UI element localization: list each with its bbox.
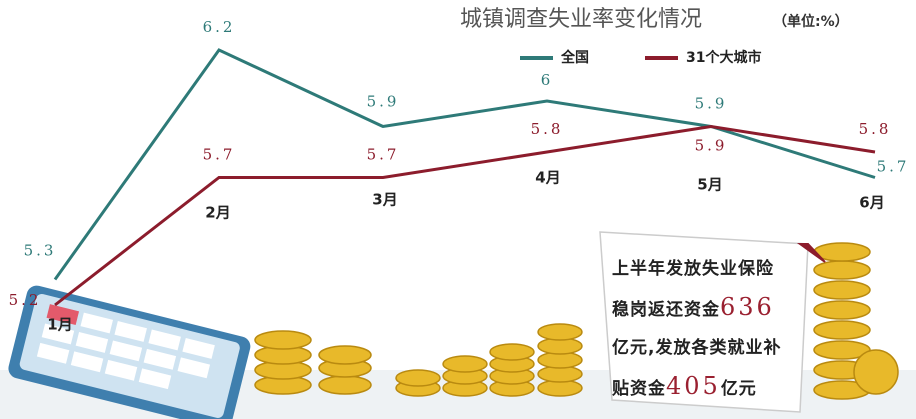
- legend-label: 31个大城市: [686, 49, 761, 66]
- data-label: 5.9: [695, 137, 728, 155]
- data-label: 5.7: [877, 158, 910, 176]
- data-label: 5.2: [9, 291, 42, 309]
- x-tick-label: 1月: [47, 316, 72, 334]
- data-label: 5.8: [531, 120, 564, 138]
- line: [54, 124, 876, 307]
- data-label: 6: [541, 71, 554, 89]
- data-label: 5.9: [367, 93, 400, 111]
- x-tick-label: 2月: [205, 204, 230, 222]
- x-tick-label: 4月: [535, 169, 560, 187]
- data-label: 5.9: [695, 95, 728, 113]
- x-tick-label: 6月: [859, 194, 884, 212]
- data-label: 5.8: [859, 120, 892, 138]
- line: [53, 48, 876, 281]
- x-tick-label: 5月: [697, 176, 722, 194]
- decoration: [0, 231, 916, 419]
- x-tick-label: 3月: [372, 191, 397, 209]
- chart-title: 城镇调查失业率变化情况: [460, 7, 702, 32]
- annotation-amount: 405: [666, 372, 721, 400]
- annotation-text: 上半年发放失业保险稳岗返还资金: [612, 259, 774, 320]
- legend-label: 全国: [560, 49, 589, 66]
- data-label: 5.7: [203, 146, 236, 164]
- annotation-text: 亿元: [720, 379, 757, 399]
- annotation: 上半年发放失业保险稳岗返还资金636 亿元,发放各类就业补贴资金405亿元: [612, 250, 790, 408]
- data-label: 5.3: [24, 242, 57, 260]
- annotation-amount: 636: [720, 293, 775, 321]
- data-label: 6.2: [203, 18, 236, 36]
- annotation-text: 亿元,发放各类就业补贴资金: [612, 338, 782, 399]
- data-label: 5.7: [367, 146, 400, 164]
- unit: （单位:%）: [773, 13, 849, 30]
